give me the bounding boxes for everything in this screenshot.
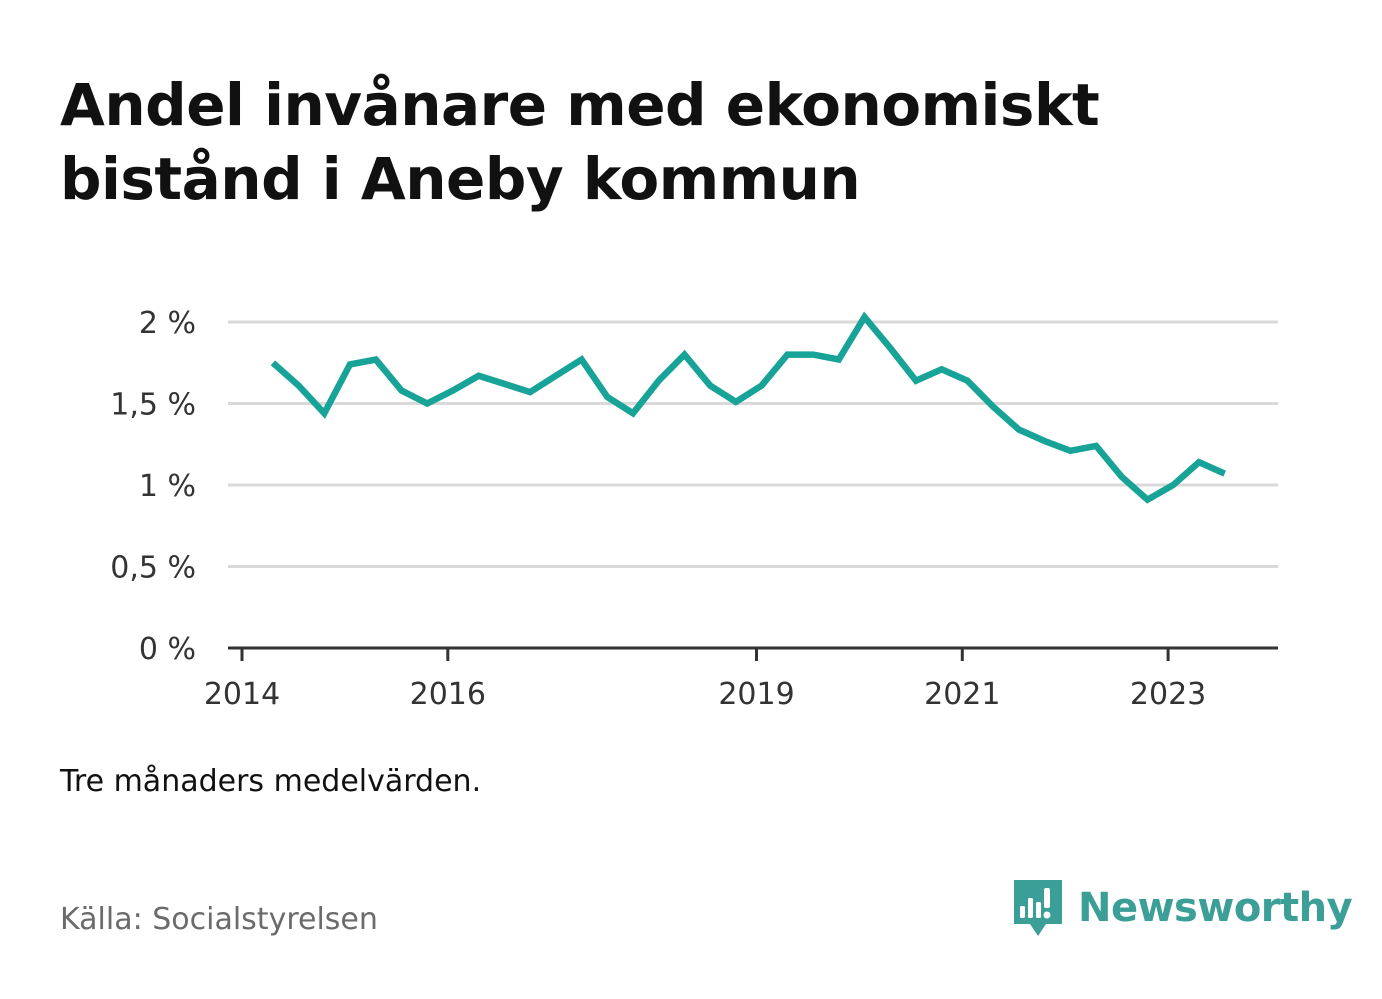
series-layer: [270, 311, 1227, 504]
chart-title: Andel invånare med ekonomiskt bistånd i …: [60, 71, 1100, 213]
x-tick-label: 2016: [410, 677, 486, 712]
x-tick-label: 2021: [924, 677, 1000, 712]
y-tick-label: 0,5 %: [110, 551, 196, 586]
x-axis-ticks: 2014 2016 2019 2021 2023: [204, 648, 1206, 712]
y-tick-label: 2 %: [139, 306, 196, 341]
grid-lines: [228, 320, 1278, 568]
source-credit: Källa: Socialstyrelsen: [60, 902, 378, 937]
chart-note: Tre månaders medelvärden.: [60, 764, 482, 799]
line-chart: 0 % 0,5 % 1 % 1,5 % 2 % 2014 2016 2019 2021 2023: [110, 306, 1278, 712]
x-tick-label: 2019: [718, 677, 794, 712]
y-tick-label: 1,5 %: [110, 388, 196, 423]
y-tick-label: 1 %: [139, 469, 196, 504]
brand-logo[interactable]: Newsworthy: [1010, 876, 1353, 940]
x-tick-label: 2014: [204, 677, 280, 712]
y-axis-ticks: 0 % 0,5 % 1 % 1,5 % 2 %: [110, 306, 196, 667]
newsworthy-logo-icon: [1010, 876, 1066, 940]
y-tick-label: 0 %: [139, 632, 196, 667]
series-line: [270, 311, 1227, 504]
x-tick-label: 2023: [1130, 677, 1206, 712]
brand-name: Newsworthy: [1078, 885, 1353, 931]
